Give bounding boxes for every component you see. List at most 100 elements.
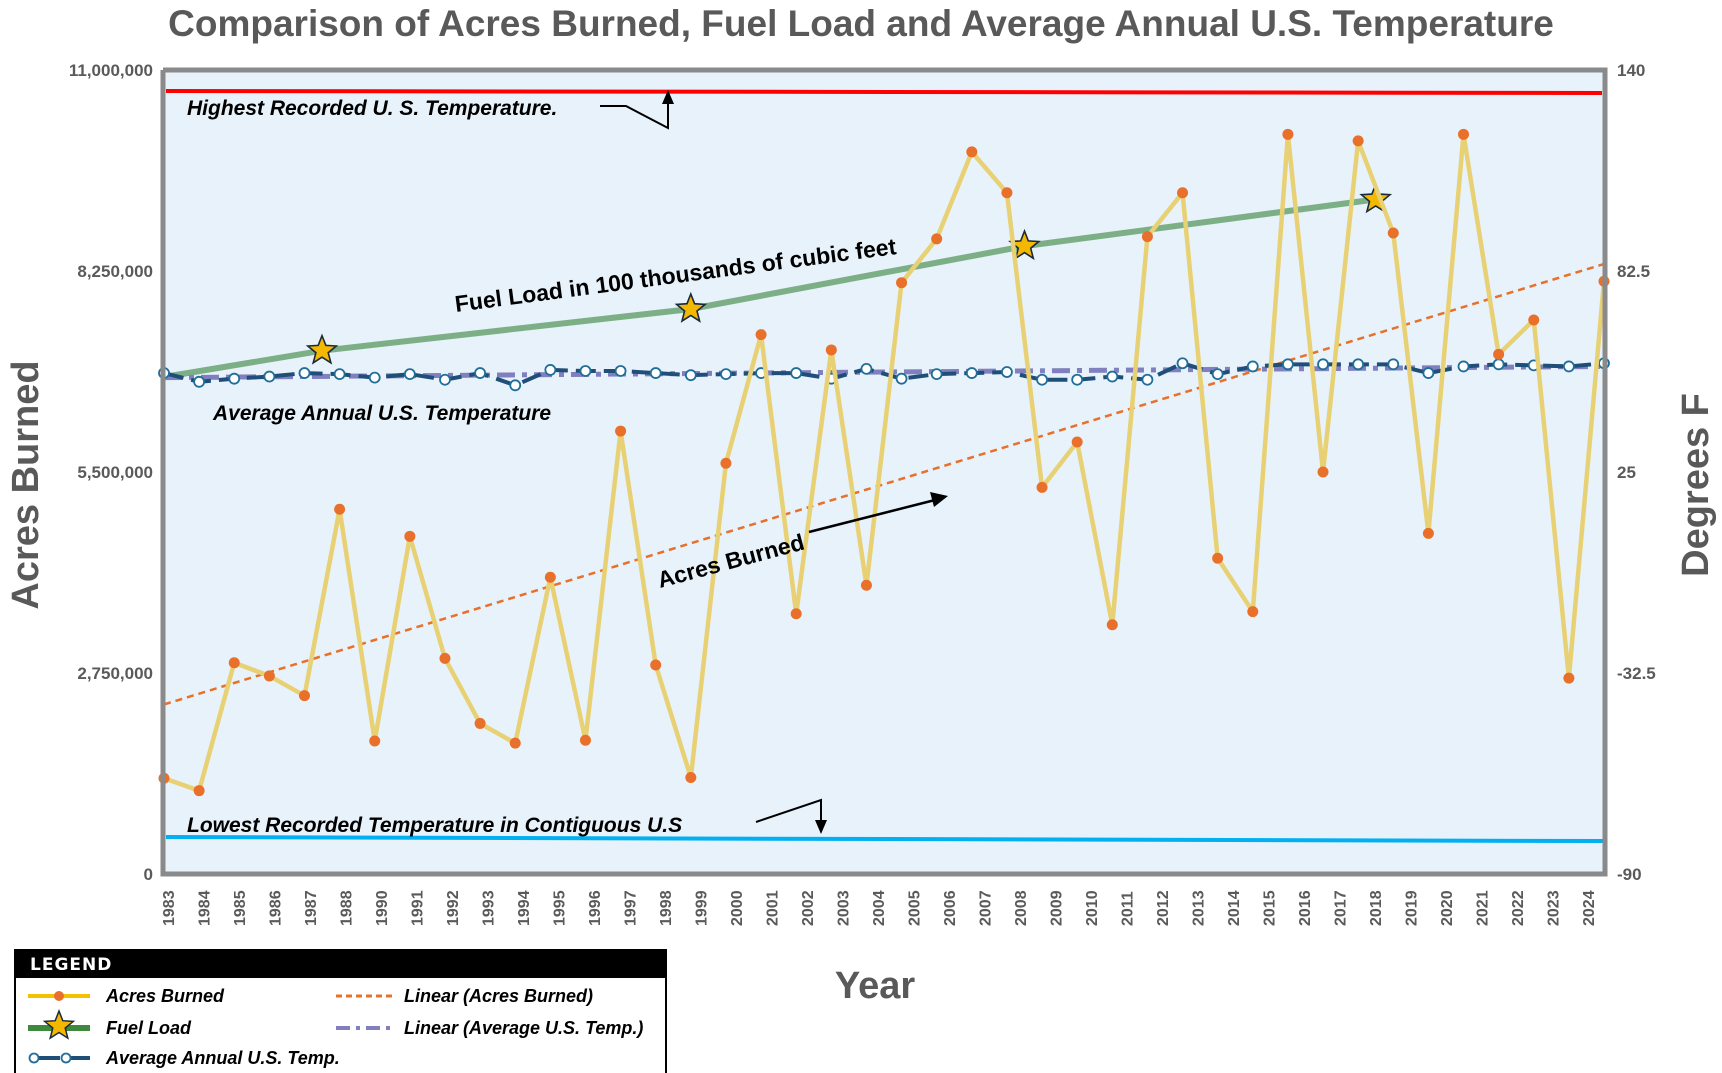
- lowest-temp-arrow: [755, 798, 822, 826]
- right-tick-label: 25: [1617, 463, 1636, 482]
- lowest-temp-line: [165, 835, 1607, 844]
- x-tick-label: 2001: [765, 890, 782, 926]
- acres-point: [1493, 348, 1505, 360]
- legend-item-linear-acres: Linear (Acres Burned): [336, 986, 593, 1006]
- acres-point: [790, 608, 802, 620]
- acres-point: [966, 146, 978, 158]
- lowest-temp-annotation: Lowest Recorded Temperature in Contiguou…: [187, 814, 682, 837]
- acres-point: [825, 344, 837, 356]
- acres-point: [720, 457, 732, 469]
- acres-burned-series: [158, 128, 1610, 797]
- left-axis-ticks: 0 2,750,000 5,500,000 8,250,000 11,000,0…: [69, 61, 153, 884]
- temp-point: [509, 379, 522, 392]
- acres-point: [579, 734, 591, 746]
- x-tick-label: 2010: [1084, 890, 1101, 926]
- x-tick-label: 1985: [232, 890, 249, 926]
- x-tick-label: 2016: [1297, 890, 1314, 926]
- star-icon: [42, 1008, 76, 1040]
- acres-arrow-line: [808, 498, 936, 534]
- acres-point: [685, 772, 697, 784]
- temp-point: [614, 365, 627, 377]
- left-tick-label: 11,000,000: [69, 61, 153, 80]
- x-tick-label: 2012: [1155, 890, 1172, 926]
- x-tick-label: 2009: [1049, 890, 1066, 926]
- plot-frame: [160, 67, 1608, 877]
- acres-point: [439, 652, 451, 664]
- x-tick-label: 2011: [1120, 891, 1137, 926]
- temp-point: [1036, 373, 1048, 386]
- right-axis-title: Degrees F: [1675, 393, 1717, 577]
- temp-point: [720, 368, 732, 381]
- legend: LEGEND Acres Burned Fuel Load Average An…: [14, 949, 667, 1073]
- temp-point: [298, 367, 311, 379]
- arrow-up-icon: [662, 90, 674, 104]
- x-tick-label: 1984: [197, 890, 214, 926]
- temp-point: [228, 372, 241, 385]
- legend-item-avg-temp: Average Annual U.S. Temp.: [28, 1048, 340, 1068]
- temp-point: [439, 373, 451, 386]
- legend-label: Linear (Average U.S. Temp.): [404, 1018, 643, 1038]
- x-tick-label: 1991: [410, 890, 427, 926]
- acres-point: [1458, 128, 1470, 140]
- temp-point: [1492, 358, 1505, 371]
- fuel-load-star-marker: [1359, 182, 1393, 214]
- x-tick-label: 2021: [1475, 890, 1492, 926]
- temp-point: [333, 368, 346, 381]
- temp-point: [860, 362, 873, 375]
- acres-point: [615, 425, 627, 437]
- x-tick-label: 2020: [1439, 890, 1456, 926]
- temp-point: [1562, 360, 1575, 373]
- x-tick-label: 1983: [161, 890, 178, 926]
- fuel-load-star-marker: [674, 291, 708, 323]
- temp-point: [1106, 370, 1119, 383]
- right-axis-ticks: -90 -32.5 25 82.5 140: [1617, 61, 1656, 884]
- x-tick-label: 2005: [907, 890, 924, 926]
- arrow-right-icon: [930, 492, 948, 507]
- temp-point: [1387, 358, 1400, 371]
- temp-point: [1282, 358, 1294, 371]
- acres-point: [474, 717, 486, 729]
- temp-point: [965, 367, 978, 379]
- left-tick-label: 5,500,000: [77, 463, 153, 482]
- legend-header: [15, 950, 666, 978]
- x-tick-label: 2013: [1191, 890, 1208, 926]
- temp-point: [263, 370, 276, 383]
- left-tick-label: 2,750,000: [77, 664, 153, 683]
- temp-point: [1211, 368, 1224, 381]
- acres-point: [1001, 187, 1013, 199]
- arrow-down-icon: [815, 820, 827, 834]
- x-tick-label: 1987: [303, 890, 320, 926]
- x-tick-label: 2000: [729, 890, 746, 926]
- left-tick-label: 0: [144, 865, 153, 884]
- acres-point: [1036, 481, 1048, 493]
- acres-point: [1352, 135, 1364, 147]
- left-tick-label: 8,250,000: [77, 262, 153, 281]
- temp-marker-icon: [60, 1052, 72, 1064]
- legend-heading: LEGEND: [30, 955, 112, 975]
- right-tick-label: -32.5: [1617, 664, 1656, 683]
- temp-point: [1317, 358, 1329, 371]
- acres-point: [334, 503, 346, 515]
- legend-item-acres-burned: Acres Burned: [28, 986, 225, 1006]
- right-tick-label: -90: [1617, 865, 1642, 884]
- x-tick-label: 2023: [1546, 890, 1563, 926]
- acres-marker-icon: [54, 991, 64, 1001]
- fuel-load-star-marker: [305, 333, 339, 365]
- x-axis-title: Year: [835, 965, 916, 1007]
- acres-point: [263, 670, 275, 682]
- acres-point: [298, 690, 310, 702]
- x-tick-label: 1992: [445, 890, 462, 926]
- acres-line: [163, 133, 1607, 794]
- temp-point: [684, 369, 697, 382]
- temperature-series: [158, 357, 1610, 392]
- x-tick-label: 2022: [1510, 890, 1527, 926]
- temp-point: [1176, 357, 1189, 370]
- temp-point: [895, 372, 908, 385]
- temp-point: [930, 368, 943, 381]
- acres-point: [1071, 436, 1083, 448]
- acres-point: [1528, 314, 1540, 326]
- acres-point: [1141, 231, 1153, 243]
- x-tick-label: 2003: [836, 890, 853, 926]
- x-tick-label: 2002: [800, 890, 817, 926]
